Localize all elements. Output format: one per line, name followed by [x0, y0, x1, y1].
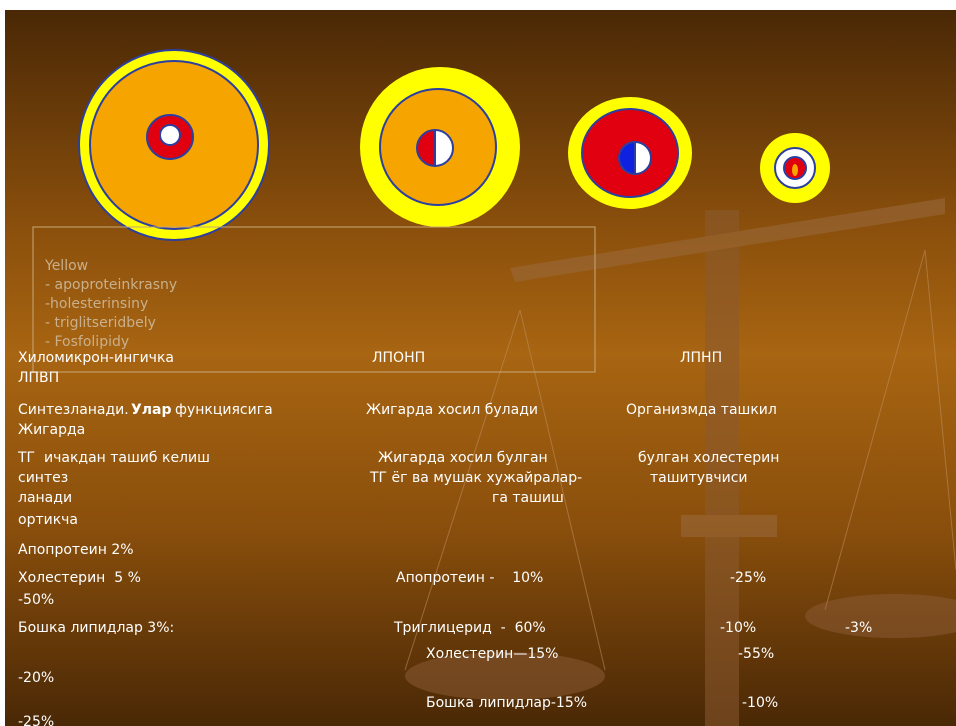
slide-text: булган холестерин: [638, 450, 779, 466]
slide-text: синтез: [18, 470, 68, 486]
slide-text: ортикча: [18, 512, 78, 528]
slide-text: Синтезланади.: [18, 402, 129, 418]
legend-line: -holesterinsiny: [45, 296, 148, 312]
slide-text: Бошка липидлар-15%: [426, 695, 587, 711]
slide-text: Жигарда: [18, 422, 85, 438]
slide-text: -25%: [18, 714, 54, 726]
slide-text: -55%: [738, 646, 774, 662]
slide-text: Холестерин—15%: [426, 646, 558, 662]
slide-text: -10%: [720, 620, 756, 636]
slide-text: -25%: [730, 570, 766, 586]
slide-text: -50%: [18, 592, 54, 608]
slide-text: Холестерин 5 %: [18, 570, 141, 586]
slide-text: Организмда ташкил: [626, 402, 777, 418]
slide-text: ЛПНП: [680, 350, 722, 366]
slide-text: ЛПВП: [18, 370, 59, 386]
page: Yellow - apoproteinkrasny -holesterinsiny -…: [0, 0, 956, 726]
slide-text: Жигарда хосил булган: [378, 450, 548, 466]
slide-text: Хиломикрон-ингичка: [18, 350, 174, 366]
slide-text: Бошка липидлар 3%:: [18, 620, 174, 636]
slide-text: Апопротеин 2%: [18, 542, 134, 558]
slide-text: -10%: [742, 695, 778, 711]
slide-text: ТГ ичакдан ташиб келиш: [18, 450, 210, 466]
slide-text: Улар: [131, 402, 172, 418]
legend-line: - Fosfolipidy: [45, 334, 129, 350]
slide-text: ланади: [18, 490, 72, 506]
slide-text: га ташиш: [492, 490, 564, 506]
illustration: [5, 10, 956, 726]
slide-text: Жигарда хосил булади: [366, 402, 538, 418]
slide-text: функциясига: [175, 402, 273, 418]
slide-text: Триглицерид - 60%: [394, 620, 546, 636]
slide: Yellow - apoproteinkrasny -holesterinsiny -…: [5, 10, 956, 726]
slide-text: -20%: [18, 670, 54, 686]
legend-line: - triglitseridbely: [45, 315, 156, 331]
legend-line: - apoproteinkrasny: [45, 277, 177, 293]
legend-line: Yellow: [45, 258, 88, 274]
slide-text: ташитувчиси: [650, 470, 748, 486]
slide-text: Апопротеин - 10%: [396, 570, 543, 586]
slide-text: ЛПОНП: [372, 350, 425, 366]
slide-text: ТГ ёг ва мушак хужайралар-: [370, 470, 582, 486]
slide-text: -3%: [845, 620, 872, 636]
